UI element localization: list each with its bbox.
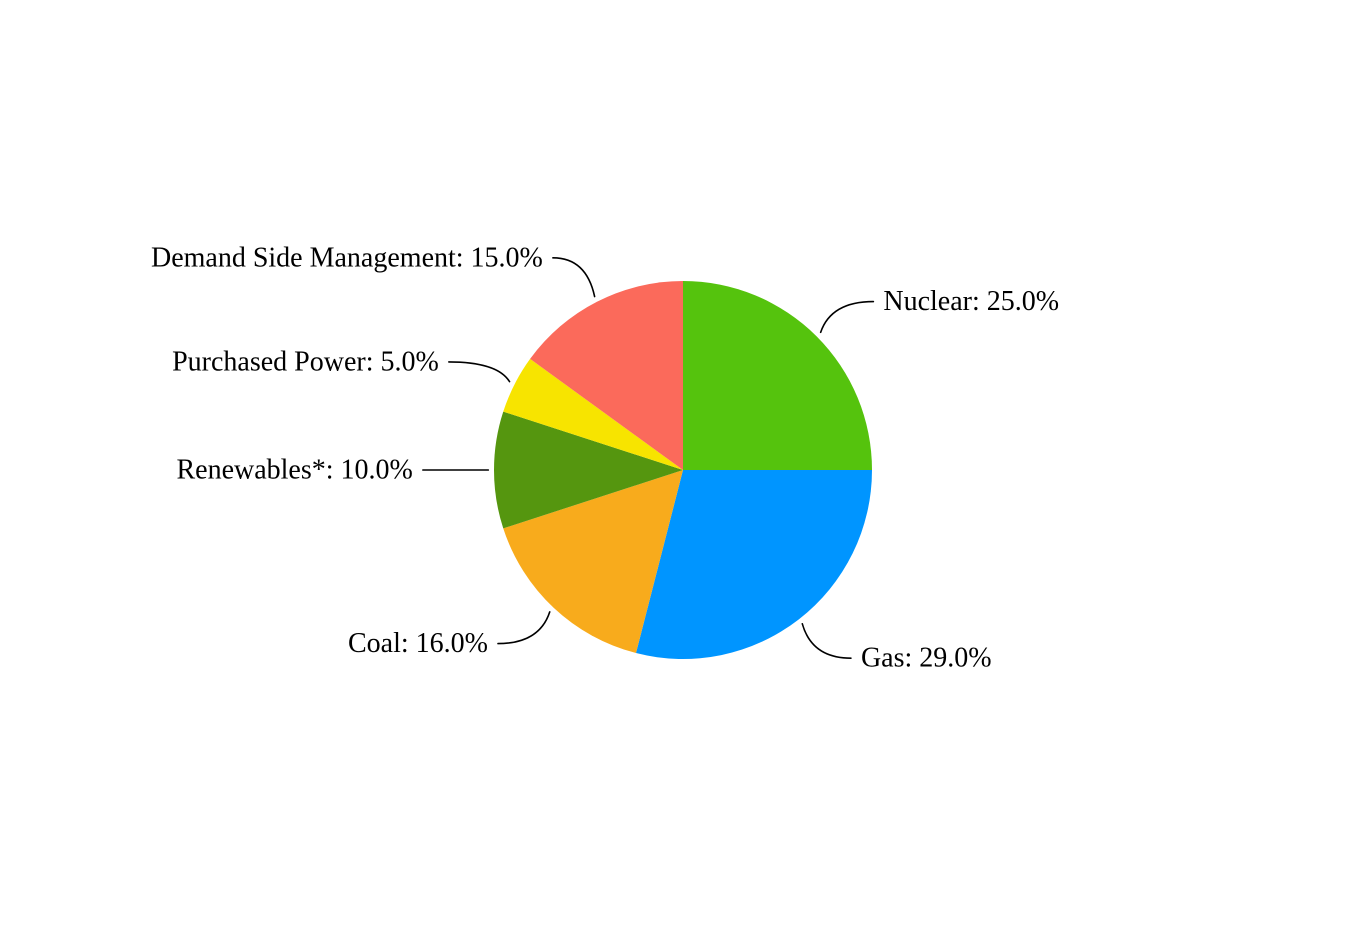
leader-line-demand-side-management xyxy=(552,257,596,298)
slice-label-demand-side-management: Demand Side Management: 15.0% xyxy=(151,242,543,273)
slice-label-purchased-power: Purchased Power: 5.0% xyxy=(172,346,439,377)
slice-label-coal: Coal: 16.0% xyxy=(348,628,488,659)
pie-slice-demand-side-management xyxy=(530,281,683,470)
slice-label-gas: Gas: 29.0% xyxy=(861,643,992,674)
leader-line-gas xyxy=(801,623,852,659)
pie-slice-purchased-power xyxy=(503,358,683,470)
pie-slice-coal xyxy=(503,470,683,654)
slice-label-renewables: Renewables*: 10.0% xyxy=(176,455,412,486)
slice-label-nuclear: Nuclear: 25.0% xyxy=(883,286,1059,317)
leader-line-purchased-power xyxy=(448,361,511,383)
leader-line-nuclear xyxy=(819,300,875,334)
pie-slice-renewables xyxy=(494,411,683,529)
pie-slice-nuclear xyxy=(683,281,872,470)
pie-slice-gas xyxy=(636,470,872,659)
leader-line-coal xyxy=(497,611,551,645)
